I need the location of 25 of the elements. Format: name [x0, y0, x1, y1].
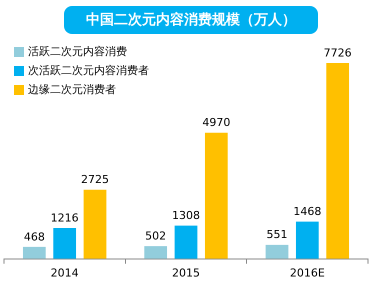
bar	[53, 228, 76, 259]
bar	[204, 132, 228, 259]
bar	[296, 222, 319, 259]
bar	[144, 246, 168, 259]
data-label: 4970	[202, 116, 230, 130]
legend-label: 活跃二次元内容消费	[28, 44, 127, 59]
x-tick-label: 2015	[172, 266, 200, 280]
bar	[84, 190, 106, 259]
data-label: 7726	[324, 46, 352, 60]
bar	[22, 246, 46, 259]
bar	[266, 244, 288, 259]
data-label: 551	[266, 228, 288, 242]
data-label: 2725	[81, 173, 109, 186]
data-label: 502	[145, 229, 166, 242]
data-label: 1468	[293, 204, 322, 218]
legend-label: 次活跃二次元内容消费者	[28, 63, 149, 78]
chart-title: 中国二次元内容消费规模（万人）	[64, 6, 318, 34]
data-label: 1308	[172, 209, 200, 222]
bar	[326, 62, 350, 259]
x-tick-label: 2016E	[290, 266, 325, 280]
legend-label: 边缘二次元消费者	[28, 82, 116, 97]
data-label: 468	[24, 230, 45, 244]
data-label: 1216	[50, 211, 79, 224]
x-tick-label: 2014	[50, 266, 79, 280]
bar	[174, 226, 198, 259]
